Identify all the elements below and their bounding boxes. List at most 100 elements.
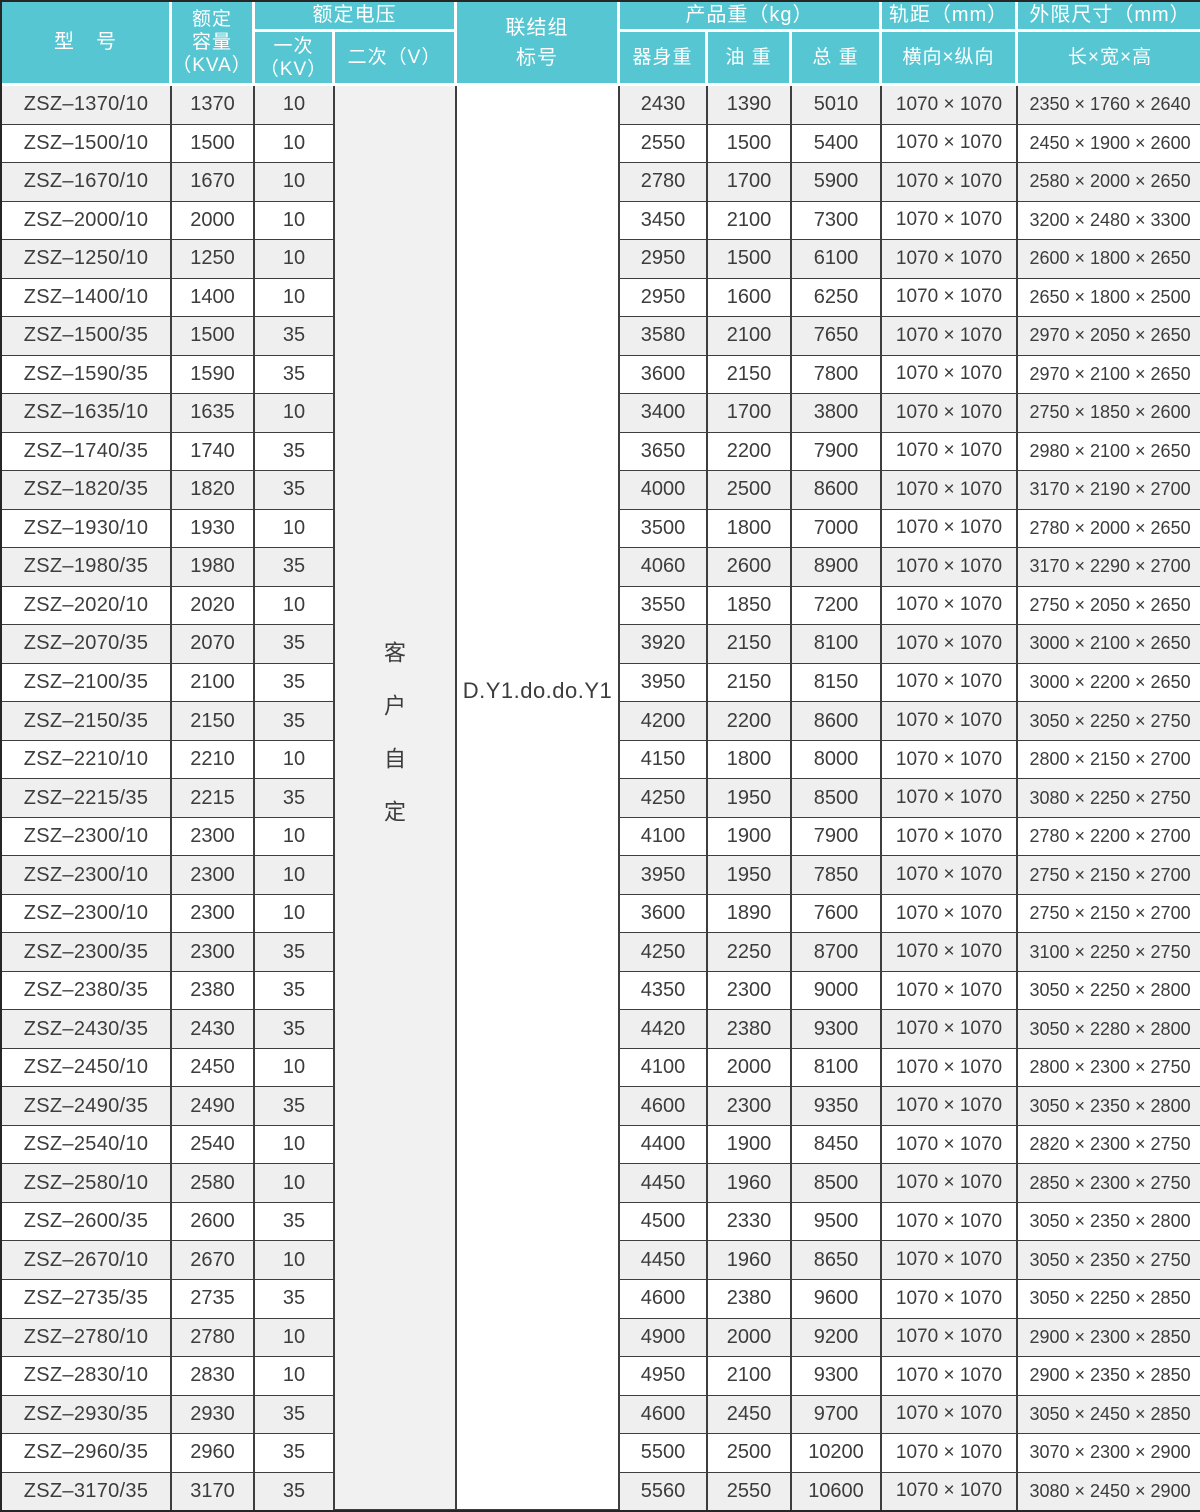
header-total-weight: 总 重 (792, 32, 883, 86)
cell-oil-weight: 2150 (708, 663, 792, 703)
cell-dims: 3050 × 2350 × 2800 (1018, 1202, 1200, 1242)
header-connection-group: 联结组 标号 (457, 2, 620, 86)
cell-gauge: 1070 × 1070 (882, 740, 1019, 780)
cell-gauge: 1070 × 1070 (882, 548, 1019, 587)
cell-total-weight: 10600 (792, 1472, 883, 1510)
table-row: ZSZ–3170/35 3170 35 5560 2550 10600 1070 × 107… (2, 1472, 1200, 1510)
cell-body-weight: 4500 (620, 1202, 708, 1242)
cell-body-weight: 2550 (620, 124, 708, 164)
cell-dims: 2450 × 1900 × 2600 (1018, 124, 1200, 164)
cell-gauge: 1070 × 1070 (882, 394, 1019, 433)
table-row: ZSZ–1930/10 1930 10 3500 1800 7000 1070 × 1070… (2, 509, 1200, 549)
cell-body-weight: 4950 (620, 1357, 708, 1396)
cell-dims: 3080 × 2450 × 2900 (1018, 1472, 1200, 1510)
cell-total-weight: 8100 (792, 625, 883, 664)
cell-total-weight: 7850 (792, 856, 883, 895)
cell-kv: 10 (255, 509, 335, 549)
table-header: 型 号 额定 容量 （KVA） 额定电压 联结组 标号 产品重（kg） 轨距（m… (2, 2, 1200, 86)
cell-body-weight: 3600 (620, 355, 708, 395)
cell-total-weight: 9600 (792, 1279, 883, 1319)
table-row: ZSZ–1250/10 1250 10 2950 1500 6100 1070 × 1070… (2, 240, 1200, 279)
cell-kva: 1980 (172, 548, 255, 587)
cell-model: ZSZ–1820/35 (2, 471, 172, 510)
cell-kva: 1370 (172, 86, 255, 125)
cell-kva: 2540 (172, 1125, 255, 1165)
cell-kva: 2150 (172, 702, 255, 741)
cell-dims: 2350 × 1760 × 2640 (1018, 86, 1200, 125)
table-row: ZSZ–1820/35 1820 35 4000 2500 8600 1070 × 1070… (2, 471, 1200, 510)
cell-dims: 2600 × 1800 × 2650 (1018, 240, 1200, 279)
cell-kv: 35 (255, 1395, 335, 1435)
cell-total-weight: 8500 (792, 1164, 883, 1203)
cell-total-weight: 5010 (792, 86, 883, 125)
cell-kva: 2780 (172, 1318, 255, 1358)
cell-oil-weight: 2250 (708, 933, 792, 972)
cell-gauge: 1070 × 1070 (882, 1125, 1019, 1165)
table-row: ZSZ–1400/10 1400 10 2950 1600 6250 1070 × 1070… (2, 278, 1200, 318)
cell-kva: 1820 (172, 471, 255, 510)
cell-dims: 2780 × 2200 × 2700 (1018, 817, 1200, 857)
cell-total-weight: 9000 (792, 971, 883, 1011)
cell-model: ZSZ–1500/10 (2, 124, 172, 164)
cell-total-weight: 8600 (792, 471, 883, 510)
cell-kva: 1740 (172, 432, 255, 472)
cell-kv: 35 (255, 1087, 335, 1126)
cell-model: ZSZ–2670/10 (2, 1241, 172, 1280)
cell-kva: 1590 (172, 355, 255, 395)
cell-oil-weight: 2000 (708, 1048, 792, 1088)
cell-body-weight: 3580 (620, 317, 708, 356)
cell-model: ZSZ–2300/10 (2, 856, 172, 895)
table-row: ZSZ–2000/10 2000 10 3450 2100 7300 1070 × 1070… (2, 201, 1200, 241)
cell-gauge: 1070 × 1070 (882, 1472, 1019, 1510)
cell-gauge: 1070 × 1070 (882, 317, 1019, 356)
cell-gauge: 1070 × 1070 (882, 1164, 1019, 1203)
cell-body-weight: 4420 (620, 1010, 708, 1049)
cell-gauge: 1070 × 1070 (882, 201, 1019, 241)
cell-model: ZSZ–2450/10 (2, 1048, 172, 1088)
cell-oil-weight: 2150 (708, 625, 792, 664)
cell-kv: 35 (255, 663, 335, 703)
cell-body-weight: 3950 (620, 856, 708, 895)
cell-total-weight: 10200 (792, 1434, 883, 1473)
cell-oil-weight: 2450 (708, 1395, 792, 1435)
table-row: ZSZ–2215/35 2215 35 4250 1950 8500 1070 × 1070… (2, 779, 1200, 818)
cell-model: ZSZ–1500/35 (2, 317, 172, 356)
table-row: ZSZ–2300/10 2300 10 3600 1890 7600 1070 × 1070… (2, 894, 1200, 934)
cell-body-weight: 4250 (620, 933, 708, 972)
cell-kva: 2490 (172, 1087, 255, 1126)
cell-kv: 10 (255, 163, 335, 202)
cell-total-weight: 8150 (792, 663, 883, 703)
table-row: ZSZ–1670/10 1670 10 2780 1700 5900 1070 × 1070… (2, 163, 1200, 202)
cell-kva: 2215 (172, 779, 255, 818)
cell-gauge: 1070 × 1070 (882, 779, 1019, 818)
cell-kv: 10 (255, 1164, 335, 1203)
table-row: ZSZ–2930/35 2930 35 4600 2450 9700 1070 × 1070… (2, 1395, 1200, 1435)
cell-dims: 3200 × 2480 × 3300 (1018, 201, 1200, 241)
cell-model: ZSZ–2150/35 (2, 702, 172, 741)
cell-kv: 35 (255, 933, 335, 972)
cell-gauge: 1070 × 1070 (882, 856, 1019, 895)
cell-oil-weight: 2500 (708, 1434, 792, 1473)
cell-dims: 3170 × 2190 × 2700 (1018, 471, 1200, 510)
cell-kva: 2020 (172, 586, 255, 626)
cell-gauge: 1070 × 1070 (882, 1318, 1019, 1358)
cell-kva: 2670 (172, 1241, 255, 1280)
cell-model: ZSZ–2930/35 (2, 1395, 172, 1435)
cell-kva: 1930 (172, 509, 255, 549)
cell-model: ZSZ–1670/10 (2, 163, 172, 202)
cell-kva: 2430 (172, 1010, 255, 1049)
cell-model: ZSZ–2735/35 (2, 1279, 172, 1319)
cell-oil-weight: 2150 (708, 355, 792, 395)
cell-dims: 3050 × 2350 × 2750 (1018, 1241, 1200, 1280)
cell-model: ZSZ–2780/10 (2, 1318, 172, 1358)
cell-dims: 3050 × 2350 × 2800 (1018, 1087, 1200, 1126)
cell-kva: 1250 (172, 240, 255, 279)
header-secondary-voltage: 二次（V） (335, 32, 457, 86)
header-oil-weight: 油 重 (708, 32, 792, 86)
cell-gauge: 1070 × 1070 (882, 1010, 1019, 1049)
cell-kva: 3170 (172, 1472, 255, 1510)
table-row: ZSZ–2490/35 2490 35 4600 2300 9350 1070 × 1070… (2, 1087, 1200, 1126)
cell-dims: 2970 × 2050 × 2650 (1018, 317, 1200, 356)
cell-total-weight: 9500 (792, 1202, 883, 1242)
cell-gauge: 1070 × 1070 (882, 817, 1019, 857)
